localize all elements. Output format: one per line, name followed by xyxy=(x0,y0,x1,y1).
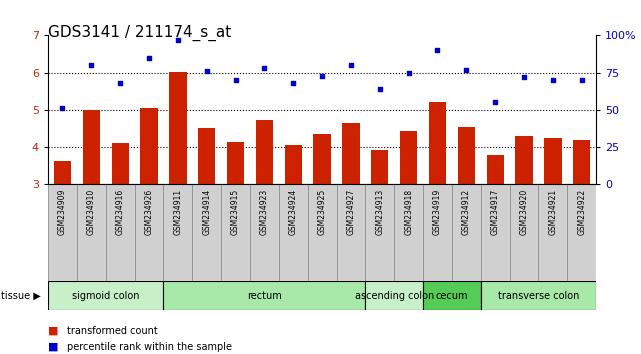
Bar xyxy=(452,184,481,281)
Bar xyxy=(510,184,538,281)
Text: GSM234909: GSM234909 xyxy=(58,189,67,235)
Point xyxy=(288,80,298,86)
Bar xyxy=(487,155,504,184)
Bar xyxy=(365,281,423,310)
Bar xyxy=(279,184,308,281)
Text: GSM234920: GSM234920 xyxy=(519,189,529,235)
Bar xyxy=(567,184,596,281)
Point xyxy=(317,73,327,78)
Bar xyxy=(481,184,510,281)
Bar xyxy=(163,184,192,281)
Text: ascending colon: ascending colon xyxy=(354,291,434,301)
Text: GSM234913: GSM234913 xyxy=(375,189,385,235)
Text: rectum: rectum xyxy=(247,291,282,301)
Bar xyxy=(54,161,71,184)
Text: GSM234926: GSM234926 xyxy=(144,189,154,235)
Bar xyxy=(313,134,331,184)
Bar xyxy=(227,142,244,184)
Bar xyxy=(394,184,423,281)
Bar xyxy=(481,281,596,310)
Point xyxy=(86,62,96,68)
Bar xyxy=(256,120,273,184)
Point xyxy=(374,86,385,92)
Text: GSM234917: GSM234917 xyxy=(490,189,500,235)
Bar xyxy=(83,110,100,184)
Text: GSM234915: GSM234915 xyxy=(231,189,240,235)
Bar xyxy=(48,184,77,281)
Bar xyxy=(285,145,302,184)
Point xyxy=(259,65,269,71)
Text: transformed count: transformed count xyxy=(67,326,158,336)
Bar xyxy=(77,184,106,281)
Text: GSM234918: GSM234918 xyxy=(404,189,413,235)
Bar xyxy=(140,108,158,184)
Bar xyxy=(308,184,337,281)
Bar xyxy=(429,102,446,184)
Text: GDS3141 / 211174_s_at: GDS3141 / 211174_s_at xyxy=(48,25,231,41)
Text: sigmoid colon: sigmoid colon xyxy=(72,291,140,301)
Text: GSM234919: GSM234919 xyxy=(433,189,442,235)
Text: GSM234924: GSM234924 xyxy=(288,189,298,235)
Bar xyxy=(112,143,129,184)
Point xyxy=(201,68,212,74)
Bar xyxy=(458,127,475,184)
Point xyxy=(432,47,442,53)
Bar xyxy=(337,184,365,281)
Point xyxy=(404,70,414,75)
Bar xyxy=(198,127,215,184)
Text: percentile rank within the sample: percentile rank within the sample xyxy=(67,342,232,352)
Bar xyxy=(163,281,365,310)
Bar xyxy=(538,184,567,281)
Bar xyxy=(400,131,417,184)
Bar xyxy=(135,184,163,281)
Point xyxy=(461,67,471,73)
Point xyxy=(58,105,67,111)
Bar xyxy=(48,281,163,310)
Bar xyxy=(371,149,388,184)
Text: GSM234923: GSM234923 xyxy=(260,189,269,235)
Text: GSM234911: GSM234911 xyxy=(173,189,183,235)
Text: transverse colon: transverse colon xyxy=(498,291,579,301)
Text: ■: ■ xyxy=(48,342,58,352)
Text: tissue ▶: tissue ▶ xyxy=(1,291,41,301)
Text: GSM234914: GSM234914 xyxy=(202,189,212,235)
Bar xyxy=(192,184,221,281)
Point xyxy=(172,37,183,43)
Point xyxy=(490,99,500,105)
Bar xyxy=(106,184,135,281)
Bar xyxy=(221,184,250,281)
Text: GSM234922: GSM234922 xyxy=(577,189,587,235)
Point xyxy=(519,74,529,80)
Point xyxy=(576,77,587,83)
Text: ■: ■ xyxy=(48,326,58,336)
Text: GSM234921: GSM234921 xyxy=(548,189,558,235)
Point xyxy=(115,80,125,86)
Point xyxy=(547,77,558,83)
Text: GSM234916: GSM234916 xyxy=(115,189,125,235)
Bar xyxy=(573,140,590,184)
Bar xyxy=(423,281,481,310)
Bar xyxy=(365,184,394,281)
Point xyxy=(230,77,240,83)
Text: GSM234912: GSM234912 xyxy=(462,189,471,235)
Bar xyxy=(423,184,452,281)
Point xyxy=(144,55,154,61)
Text: GSM234925: GSM234925 xyxy=(317,189,327,235)
Bar xyxy=(544,138,562,184)
Text: cecum: cecum xyxy=(436,291,468,301)
Text: GSM234927: GSM234927 xyxy=(346,189,356,235)
Bar xyxy=(515,136,533,184)
Bar xyxy=(250,184,279,281)
Bar xyxy=(342,123,360,184)
Text: GSM234910: GSM234910 xyxy=(87,189,96,235)
Bar xyxy=(169,72,187,184)
Point xyxy=(345,62,356,68)
